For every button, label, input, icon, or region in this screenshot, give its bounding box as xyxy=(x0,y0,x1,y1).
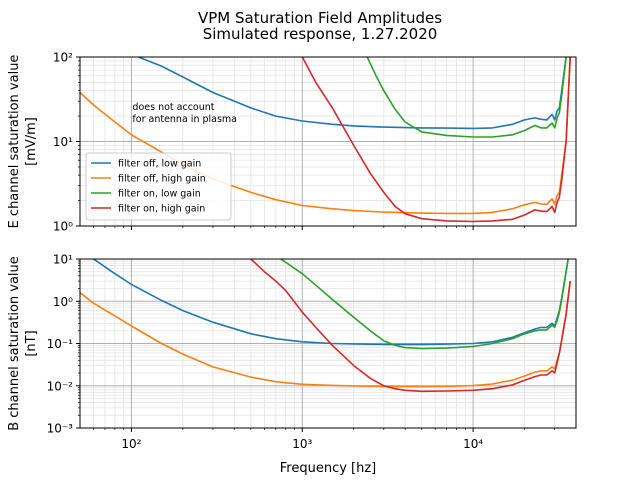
legend-label: filter off, low gain xyxy=(118,159,201,170)
series-lines xyxy=(80,259,571,393)
y-tick-label: 10⁻¹ xyxy=(47,337,74,351)
series-line-filter-on-high-gain xyxy=(301,57,571,223)
legend-label: filter on, high gain xyxy=(118,204,205,215)
y-tick-label: 10⁻³ xyxy=(47,422,74,436)
y-tick-label: 10¹ xyxy=(53,135,73,149)
figure-title-line1: VPM Saturation Field Amplitudes xyxy=(198,9,442,27)
legend-label: filter on, low gain xyxy=(118,189,201,200)
annotation-line2: for antenna in plasma xyxy=(132,114,237,125)
legend-box xyxy=(85,152,232,221)
y-axis-label-line2: [mV/m] xyxy=(24,117,39,166)
e-channel-panel: 10⁰ 10¹ 10² E channel saturation value [mV/m… xyxy=(7,51,577,234)
y-tick-label: 10⁰ xyxy=(53,220,73,234)
legend-label: filter off, high gain xyxy=(118,174,206,185)
series-line-filter-off-low-gain xyxy=(138,57,567,130)
y-tick-label: 10⁻² xyxy=(47,379,74,393)
tick-marks xyxy=(76,258,556,432)
y-tick-label: 10⁰ xyxy=(53,295,73,309)
series-line-filter-on-low-gain xyxy=(366,57,567,138)
y-axis-label-line2: [nT] xyxy=(24,330,39,356)
x-tick-label: 10³ xyxy=(292,437,312,451)
y-tick-label: 10² xyxy=(53,51,73,65)
series-line-filter-off-high-gain xyxy=(80,281,571,388)
annotation-line1: does not account xyxy=(132,102,214,113)
x-tick-label: 10² xyxy=(121,437,141,451)
figure-title-line2: Simulated response, 1.27.2020 xyxy=(203,25,438,43)
b-channel-panel: 10² 10³ 10⁴ 10⁻³ 10⁻² 10⁻¹ 10⁰ 10¹ B channel sat… xyxy=(7,253,577,451)
legend: filter off, low gain filter off, high gai… xyxy=(85,152,232,221)
y-axis-label-line1: E channel saturation value xyxy=(7,55,22,229)
y-axis-label-line1: B channel saturation value xyxy=(7,256,22,431)
tick-marks xyxy=(76,56,556,230)
series-line-filter-on-low-gain xyxy=(280,259,569,350)
x-axis-label: Frequency [hz] xyxy=(280,461,377,476)
x-tick-label: 10⁴ xyxy=(463,437,483,451)
y-tick-label: 10¹ xyxy=(53,253,73,267)
series-line-filter-on-high-gain xyxy=(250,259,571,393)
